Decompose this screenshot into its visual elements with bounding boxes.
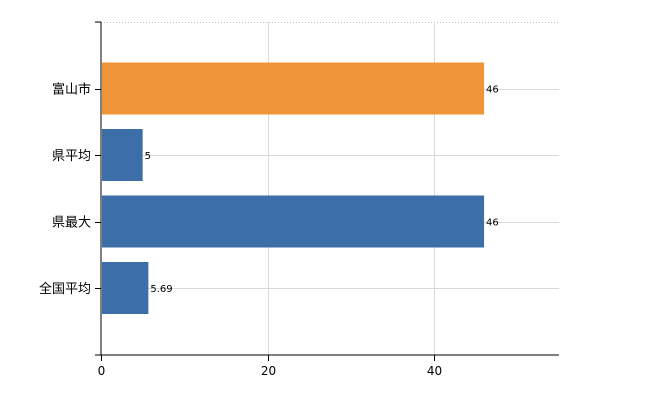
bar	[102, 262, 149, 314]
x-tick-label: 20	[261, 364, 276, 378]
data-label: 5.69	[150, 284, 172, 295]
labels: 0 20 40 富山市 46 県平均 5 県最大 46 全国平均 5.69	[39, 82, 499, 379]
x-tick-label: 40	[427, 364, 442, 378]
bar	[102, 129, 143, 181]
bars	[102, 62, 485, 314]
category-label: 県平均	[52, 149, 91, 164]
data-label: 46	[486, 85, 499, 96]
bar	[102, 195, 485, 248]
x-tick-label: 0	[98, 364, 106, 378]
category-label: 県最大	[52, 216, 91, 231]
bar	[102, 62, 485, 115]
category-label: 富山市	[52, 82, 91, 98]
axes	[95, 21, 559, 361]
category-label: 全国平均	[39, 281, 91, 297]
data-label: 46	[486, 218, 499, 229]
data-label: 5	[145, 151, 151, 162]
